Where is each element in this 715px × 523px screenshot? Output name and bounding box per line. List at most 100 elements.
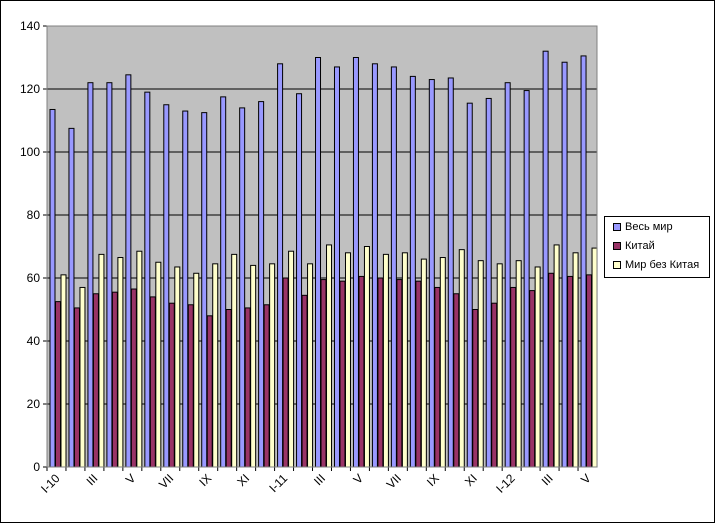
bar-china bbox=[339, 280, 346, 468]
x-tick-label: I-10 bbox=[38, 471, 63, 496]
bar-world bbox=[315, 57, 322, 468]
bar-china bbox=[301, 294, 308, 468]
bar-world-ex-china bbox=[363, 246, 370, 468]
bar-world-ex-china bbox=[458, 249, 465, 468]
bar-china bbox=[377, 277, 384, 468]
bar-world-ex-china bbox=[496, 263, 503, 468]
bar-world bbox=[580, 55, 587, 468]
bar-world bbox=[239, 107, 246, 468]
bar-world bbox=[561, 61, 568, 468]
bar-world bbox=[371, 63, 378, 468]
bar-china bbox=[263, 304, 270, 468]
x-tick-label: III bbox=[311, 471, 328, 488]
bar-world bbox=[125, 74, 132, 468]
bar-china bbox=[529, 290, 536, 468]
bar-world bbox=[68, 127, 75, 468]
y-tick-label: 80 bbox=[27, 208, 41, 222]
bar-world bbox=[409, 75, 416, 468]
bar-china bbox=[111, 291, 118, 468]
bar-china bbox=[282, 277, 289, 468]
bar-world bbox=[352, 57, 359, 468]
bar-china bbox=[225, 309, 232, 468]
bar-world-ex-china bbox=[534, 266, 541, 468]
bar-china bbox=[130, 288, 137, 468]
x-tick-label: V bbox=[123, 471, 139, 487]
bar-world bbox=[182, 110, 189, 468]
y-tick-label: 20 bbox=[27, 397, 41, 411]
x-tick-label: V bbox=[350, 471, 366, 487]
bar-world-ex-china bbox=[79, 286, 86, 468]
bar-china bbox=[358, 275, 365, 468]
bar-world bbox=[144, 91, 151, 468]
bar-world bbox=[428, 79, 435, 468]
bar-china bbox=[586, 274, 593, 468]
bar-china bbox=[206, 315, 213, 468]
bar-china bbox=[168, 302, 175, 468]
x-tick-label: III bbox=[84, 471, 101, 488]
x-tick-label: I-11 bbox=[266, 471, 290, 495]
bar-world-ex-china bbox=[60, 274, 67, 468]
bar-world-ex-china bbox=[515, 260, 522, 468]
bar-china bbox=[491, 302, 498, 468]
x-tick-label: VII bbox=[156, 471, 176, 491]
legend-label: Мир без Китая bbox=[625, 258, 700, 271]
bar-world-ex-china bbox=[155, 261, 162, 468]
bar-world bbox=[201, 112, 208, 468]
bar-world-ex-china bbox=[288, 250, 295, 468]
bar-world-ex-china bbox=[269, 263, 276, 468]
x-tick-label: V bbox=[578, 471, 594, 487]
bar-world bbox=[106, 82, 113, 468]
bar-china bbox=[187, 304, 194, 468]
x-tick-label: III bbox=[539, 471, 556, 488]
bar-china bbox=[453, 293, 460, 468]
x-tick-label: VII bbox=[384, 471, 404, 491]
bar-china bbox=[510, 286, 517, 468]
bar-world bbox=[523, 90, 530, 468]
bar-world bbox=[163, 104, 170, 468]
x-tick-label: XI bbox=[234, 471, 252, 489]
x-tick-label: XI bbox=[462, 471, 480, 489]
y-tick-label: 120 bbox=[20, 82, 40, 96]
bar-world-ex-china bbox=[477, 260, 484, 468]
bar-china bbox=[244, 307, 251, 468]
bar-world bbox=[49, 108, 56, 468]
legend: Весь мир Китай Мир без Китая bbox=[604, 216, 710, 278]
bar-world bbox=[390, 66, 397, 468]
y-tick-label: 60 bbox=[27, 271, 41, 285]
bar-world-ex-china bbox=[382, 253, 389, 468]
bar-china bbox=[472, 309, 479, 468]
bar-world-ex-china bbox=[572, 252, 579, 468]
plot-border bbox=[46, 25, 598, 468]
legend-item: Китай bbox=[605, 236, 709, 255]
bar-world-ex-china bbox=[591, 247, 598, 468]
bar-world-ex-china bbox=[344, 252, 351, 468]
x-tick-label: I-12 bbox=[493, 471, 518, 496]
legend-label: Китай bbox=[625, 239, 655, 252]
legend-swatch bbox=[613, 260, 621, 269]
bar-world-ex-china bbox=[117, 257, 124, 468]
bar-world bbox=[296, 93, 303, 468]
bar-world bbox=[87, 82, 94, 468]
x-tick-label: IX bbox=[424, 471, 442, 489]
bar-world-ex-china bbox=[231, 253, 238, 468]
bar-china bbox=[73, 307, 80, 468]
bar-world bbox=[485, 97, 492, 468]
legend-swatch bbox=[613, 222, 621, 231]
bar-china bbox=[55, 301, 61, 468]
bar-world-ex-china bbox=[174, 266, 181, 468]
bar-china bbox=[396, 279, 403, 468]
legend-item: Весь мир bbox=[605, 217, 709, 236]
legend-swatch bbox=[613, 241, 621, 250]
bar-china bbox=[567, 275, 574, 468]
x-tick-label: IX bbox=[196, 471, 214, 489]
bar-china bbox=[92, 293, 99, 468]
y-tick-label: 140 bbox=[20, 19, 40, 33]
bar-world bbox=[504, 82, 511, 468]
bar-world bbox=[258, 101, 265, 468]
bar-china bbox=[548, 272, 555, 468]
bar-world bbox=[542, 50, 549, 468]
bar-china bbox=[149, 296, 156, 468]
bar-world-ex-china bbox=[98, 253, 105, 468]
